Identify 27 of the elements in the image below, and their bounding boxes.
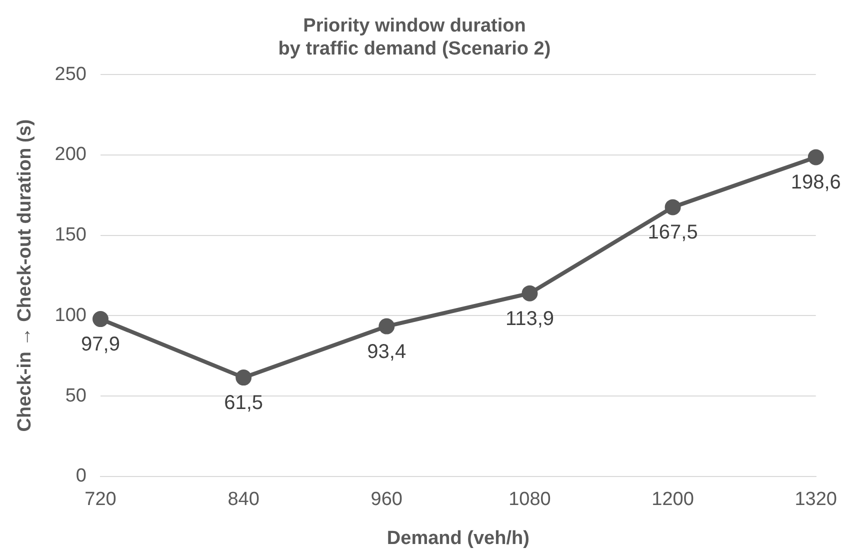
y-tick-label: 200 (54, 144, 86, 166)
y-tick-label: 0 (76, 466, 86, 487)
data-label: 93,4 (367, 340, 406, 363)
point (522, 285, 538, 302)
point (92, 311, 108, 328)
x-tick-label: 720 (84, 489, 116, 510)
data-label: 167,5 (648, 222, 698, 244)
y-axis-title: Check-in → Check-out duration (s) (14, 119, 36, 432)
data-label: 198,6 (790, 172, 841, 194)
x-tick-label: 1080 (508, 489, 551, 510)
x-axis-title: Demand (veh/h) (386, 528, 530, 549)
point (664, 199, 681, 216)
y-tick-label: 50 (65, 385, 86, 406)
data-label: 113,9 (505, 308, 554, 330)
data-label: 97,9 (81, 334, 120, 356)
x-tick-label: 1320 (794, 489, 838, 510)
point (236, 370, 252, 386)
data-label: 61,5 (224, 392, 264, 414)
point (808, 149, 824, 166)
x-tick-label: 1200 (652, 489, 694, 510)
y-tick-label: 150 (54, 224, 86, 246)
chart-title: Priority window duration by traffic demand (Scenario 2) (278, 16, 551, 60)
x-tick-label: 840 (228, 489, 260, 510)
point (378, 318, 395, 334)
x-tick-label: 960 (370, 489, 402, 510)
y-tick-label: 250 (54, 64, 86, 85)
y-tick-label: 100 (54, 304, 86, 326)
